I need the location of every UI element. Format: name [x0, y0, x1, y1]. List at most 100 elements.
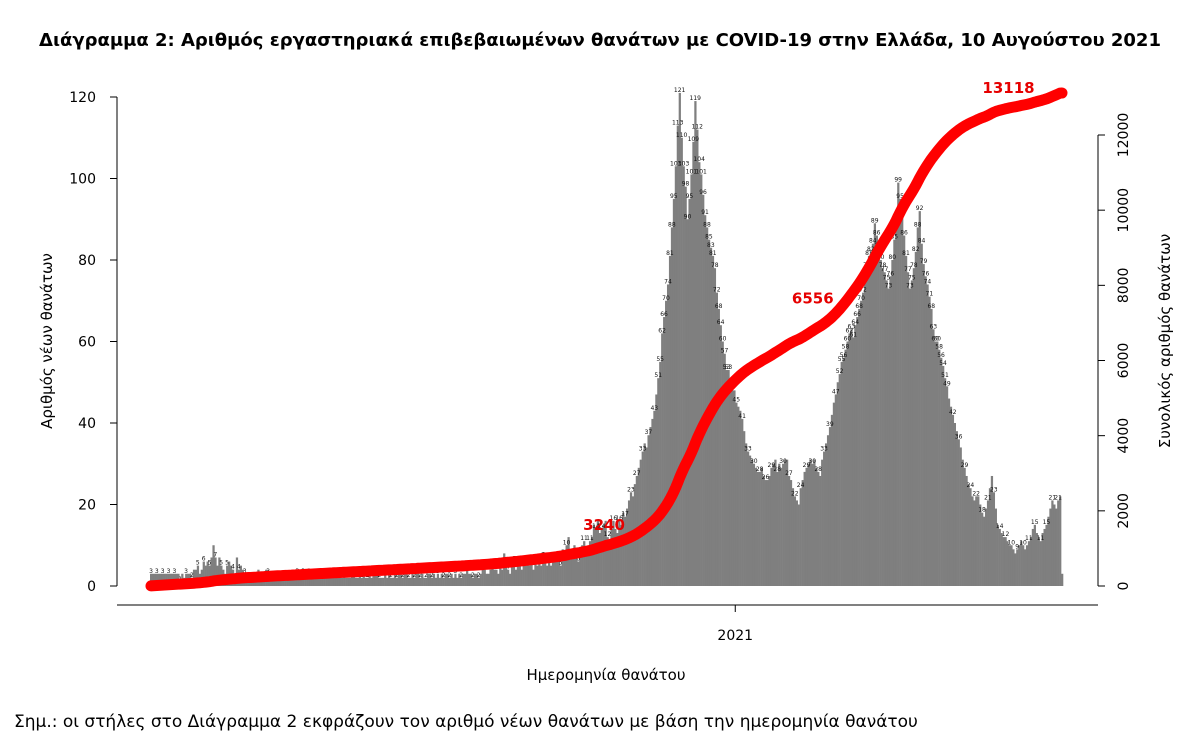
bar-value-label: 70: [662, 295, 670, 302]
bar: [417, 569, 420, 586]
bar: [419, 577, 422, 586]
bar: [329, 573, 332, 586]
right-axis-tick-label: 10000: [1116, 188, 1132, 233]
bar: [819, 475, 822, 586]
bar-value-label: 15: [1031, 519, 1039, 526]
bar: [462, 573, 465, 586]
bar-value-label: 83: [707, 242, 715, 249]
bar-value-label: 28: [756, 466, 764, 473]
bar: [963, 467, 966, 586]
bar: [914, 251, 917, 586]
bar: [916, 227, 919, 586]
bar-value-label: 4: [237, 564, 241, 571]
bar-value-label: 14: [592, 523, 600, 530]
bar-value-label: 5: [208, 560, 212, 567]
bar: [680, 137, 683, 586]
right-axis-tick-label: 2000: [1116, 493, 1132, 529]
bar-value-label: 121: [674, 87, 686, 94]
bar-value-label: 103: [678, 160, 690, 167]
bar: [702, 194, 705, 587]
bar: [547, 561, 551, 586]
bar: [616, 533, 619, 586]
bar: [153, 573, 157, 586]
bar: [278, 577, 282, 586]
bar: [495, 569, 498, 586]
bar: [973, 500, 976, 586]
bar-value-label: 5: [225, 560, 229, 567]
bar: [1045, 524, 1048, 587]
bar: [309, 577, 313, 586]
bar: [526, 561, 529, 586]
bar-value-label: 51: [941, 372, 949, 379]
bar: [563, 557, 566, 586]
bar: [583, 541, 586, 586]
bar-value-label: 84: [869, 238, 877, 245]
bar: [938, 349, 941, 586]
bar: [951, 414, 955, 586]
bar: [768, 475, 771, 586]
bar: [932, 329, 935, 586]
bar: [1061, 573, 1064, 586]
bar: [756, 471, 759, 586]
bar-value-label: 75: [908, 274, 916, 281]
bar: [940, 357, 943, 586]
bar: [873, 223, 877, 586]
bar: [871, 243, 875, 586]
bar: [382, 577, 385, 586]
bar: [850, 329, 853, 586]
bar: [212, 545, 215, 586]
bar-value-label: 37: [645, 429, 653, 436]
bar-value-label: 28: [814, 466, 822, 473]
bar: [1059, 496, 1062, 586]
cumulative-line: [145, 87, 1068, 592]
bar: [446, 573, 449, 586]
bar: [1039, 541, 1042, 586]
bar: [643, 443, 646, 587]
bar: [403, 573, 406, 586]
bar: [1053, 504, 1056, 586]
bar: [823, 451, 826, 586]
bars-layer: [150, 92, 1064, 587]
bar: [532, 569, 535, 586]
bar: [828, 427, 832, 586]
bar: [483, 569, 486, 586]
bar-value-label: 6: [576, 556, 580, 563]
bar-value-label: 2: [424, 572, 428, 579]
bar: [308, 573, 311, 586]
bar-value-label: 3: [243, 568, 247, 575]
bar: [425, 577, 428, 586]
bar: [368, 573, 371, 586]
bar-value-label: 72: [713, 287, 721, 294]
bar: [645, 447, 648, 586]
bar: [298, 577, 301, 586]
bar: [670, 227, 674, 586]
bar: [522, 561, 525, 586]
bar-value-label: 90: [684, 213, 692, 220]
bar-value-label: 76: [887, 270, 895, 277]
bar: [653, 410, 656, 586]
bar: [994, 508, 997, 586]
bar: [579, 549, 582, 586]
bar: [479, 573, 482, 586]
bar-value-label: 64: [851, 319, 859, 326]
bar: [897, 182, 900, 586]
bar: [360, 577, 363, 586]
bar: [458, 573, 461, 586]
bar: [657, 378, 660, 586]
bar: [1041, 533, 1044, 586]
bar: [1016, 549, 1019, 586]
bar: [979, 504, 982, 586]
bar: [856, 317, 859, 586]
bar: [366, 577, 369, 586]
bar: [784, 459, 787, 586]
bar-value-label: 82: [867, 246, 875, 253]
bar: [561, 549, 564, 586]
bar: [1010, 545, 1013, 586]
bar: [971, 496, 974, 586]
bar: [409, 577, 412, 586]
bar: [789, 480, 793, 586]
bar: [955, 431, 958, 586]
bar: [895, 219, 898, 586]
bar: [981, 512, 984, 586]
